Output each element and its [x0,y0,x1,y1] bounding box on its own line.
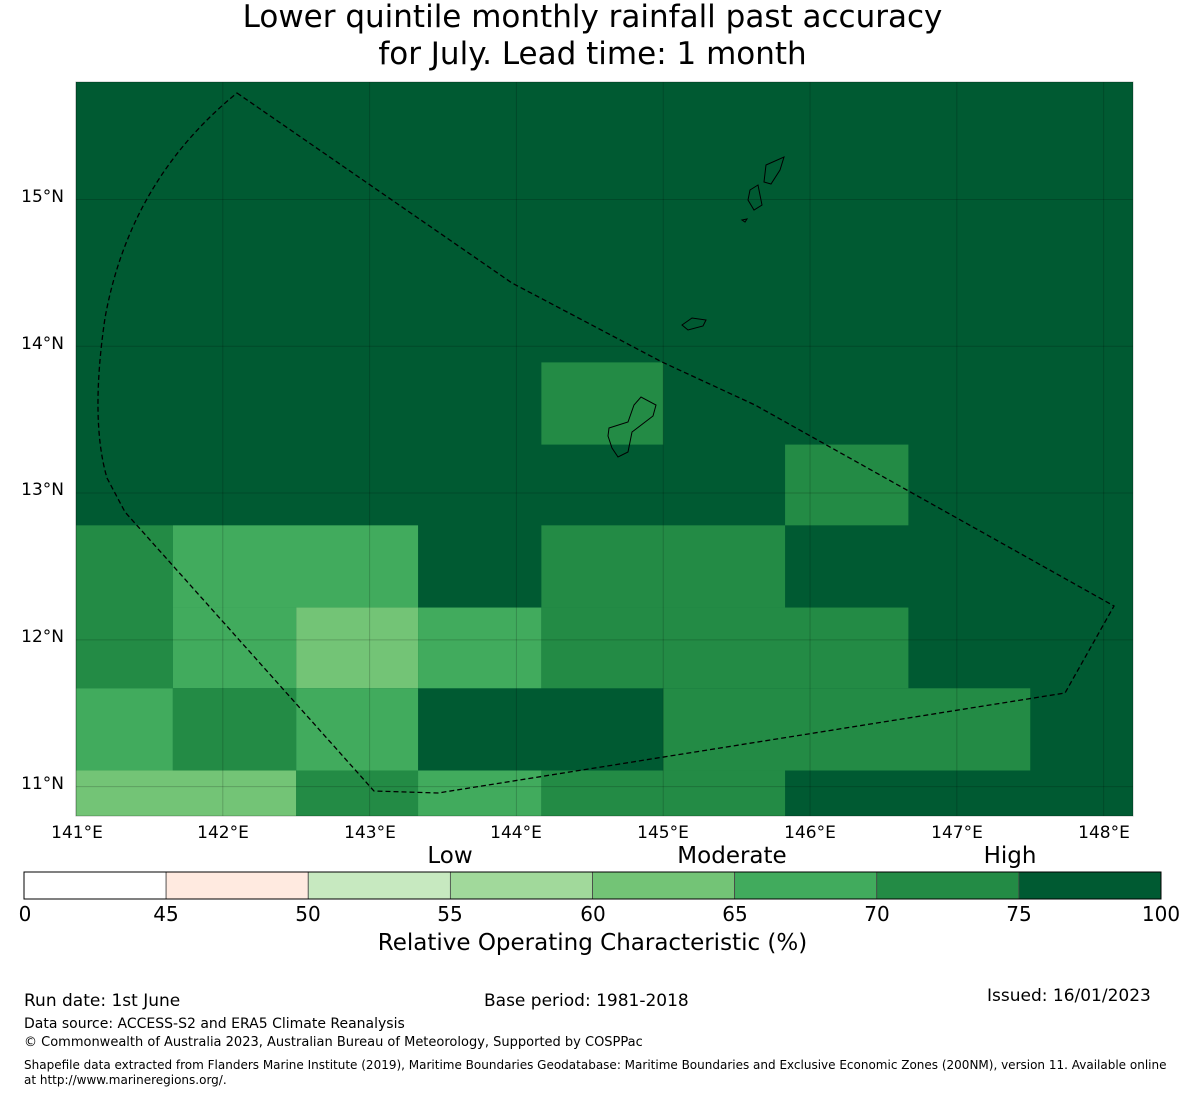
colorbar-segment [165,871,309,900]
colorbar-title: Relative Operating Characteristic (%) [377,930,808,956]
shapefile-credit-line-1: Shapefile data extracted from Flanders M… [24,1058,1167,1072]
heatmap-cell [172,688,297,771]
colorbar-segment [307,871,451,900]
y-tick-label: 12°N [21,627,64,647]
colorbar-frame [23,871,1162,900]
heatmap-cell [172,525,419,608]
y-tick-label: 13°N [21,480,64,500]
heatmap-cell [296,770,419,816]
island-outline [747,184,763,211]
island-outline [740,218,749,223]
colorbar-segment [592,871,736,900]
x-tick-label: 147°E [931,823,983,843]
chart-title-line-1: Lower quintile monthly rainfall past acc… [242,0,943,35]
heatmap-cell [296,607,419,689]
colorbar-segment [734,871,878,900]
y-tick-label: 11°N [21,774,64,794]
colorbar-tick-label: 60 [580,902,606,926]
island-outline [681,317,707,331]
copyright-notice: © Commonwealth of Australia 2023, Austra… [24,1035,643,1050]
heatmap-cell [172,607,297,689]
colorbar-segment [1018,871,1162,900]
x-tick-label: 141°E [51,823,103,843]
colorbar-tick-label: 75 [1006,902,1032,926]
issued-date: Issued: 16/01/2023 [987,986,1151,1006]
chart-title-line-2: for July. Lead time: 1 month [378,36,807,72]
colorbar-tick-label: 65 [722,902,748,926]
colorbar-tick-label: 55 [437,902,463,926]
heatmap-cell [541,770,786,816]
base-period: Base period: 1981-2018 [484,991,689,1011]
colorbar [23,871,1162,900]
colorbar-segment [876,871,1020,900]
map-frame [75,81,1134,817]
heatmap-cell [663,688,1031,771]
island-outline [763,156,785,185]
heatmap-cell [541,607,909,689]
run-date: Run date: 1st June [24,991,181,1011]
map-plot-area [75,81,1134,817]
colorbar-segment [449,871,593,900]
heatmap-cell [541,525,786,608]
x-tick-label: 142°E [197,823,249,843]
colorbar-tick-label: 100 [1141,902,1181,926]
x-tick-label: 148°E [1078,823,1130,843]
heatmap-cell [296,688,419,771]
colorbar-category-high: High [983,843,1037,869]
colorbar-tick-label: 50 [295,902,321,926]
x-tick-label: 143°E [344,823,396,843]
data-source: Data source: ACCESS-S2 and ERA5 Climate … [24,1016,405,1032]
shapefile-credit-line-2: at http://www.marineregions.org/. [24,1073,227,1087]
x-tick-label: 144°E [490,823,542,843]
heatmap-cell [418,770,542,816]
colorbar-category-moderate: Moderate [677,843,787,869]
heatmap-cell [76,525,173,689]
x-tick-label: 145°E [637,823,689,843]
heatmap-cell [541,362,664,445]
x-tick-label: 146°E [784,823,836,843]
colorbar-tick-label: 70 [864,902,890,926]
y-tick-label: 15°N [21,187,64,207]
heatmap-cell [76,770,297,816]
island-outline [607,396,657,458]
heatmap-cell [418,607,542,689]
colorbar-segment [23,871,167,900]
heatmap-cell [785,444,909,526]
colorbar-tick-label: 0 [18,902,32,926]
y-tick-label: 14°N [21,334,64,354]
colorbar-tick-label: 45 [153,902,179,926]
heatmap-cell [76,688,173,771]
colorbar-category-low: Low [427,843,473,869]
